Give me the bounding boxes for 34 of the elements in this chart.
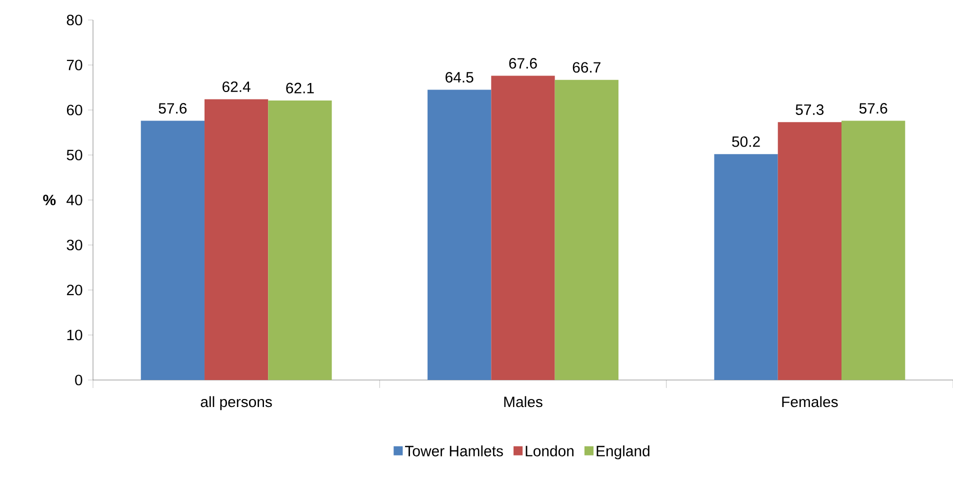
y-tick-label: 70 bbox=[66, 60, 82, 70]
x-tick-label: Females bbox=[782, 396, 838, 408]
legend-label: England bbox=[596, 445, 650, 460]
data-label: 67.6 bbox=[509, 58, 537, 69]
y-tick-label: 80 bbox=[66, 14, 82, 26]
x-tick-label: Males bbox=[504, 396, 542, 408]
data-label: 64.5 bbox=[446, 72, 474, 83]
legend-label: London bbox=[526, 445, 574, 456]
data-label: 66.7 bbox=[572, 62, 600, 73]
data-label: 62.1 bbox=[286, 82, 314, 94]
bar bbox=[841, 120, 906, 380]
bar bbox=[778, 122, 842, 380]
data-label: 50.2 bbox=[732, 136, 760, 147]
bar bbox=[428, 90, 492, 380]
y-tick-label: 0 bbox=[75, 374, 82, 386]
y-tick-label: 60 bbox=[66, 104, 82, 116]
data-label: 57.6 bbox=[158, 103, 187, 114]
y-tick-label: 30 bbox=[66, 240, 82, 250]
bar bbox=[554, 80, 618, 380]
y-tick-label: 20 bbox=[66, 284, 82, 296]
data-label: 57.3 bbox=[796, 104, 824, 115]
y-tick-label: 50 bbox=[66, 150, 82, 160]
y-tick-label: 40 bbox=[66, 194, 82, 206]
data-label: 57.6 bbox=[859, 103, 888, 114]
legend-label: Tower Hamlets bbox=[405, 445, 503, 456]
bar bbox=[491, 76, 555, 380]
bar bbox=[140, 120, 205, 380]
x-tick-label: all persons bbox=[200, 396, 272, 410]
y-axis-title: % bbox=[43, 194, 56, 206]
bar bbox=[204, 99, 268, 380]
y-tick-label: 10 bbox=[67, 330, 82, 340]
bar bbox=[268, 100, 332, 380]
bar bbox=[714, 154, 778, 380]
data-label: 62.4 bbox=[222, 81, 250, 92]
